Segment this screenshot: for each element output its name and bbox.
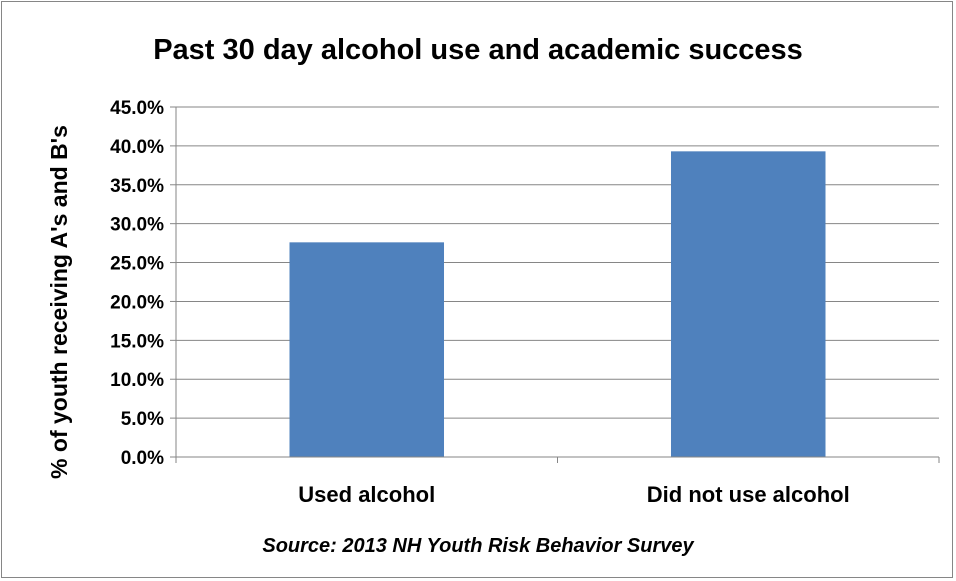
- y-tick-label: 20.0%: [110, 292, 164, 313]
- x-category-labels: Used alcohol Did not use alcohol: [298, 482, 849, 507]
- x-category-label: Used alcohol: [298, 482, 435, 507]
- y-tick-label: 5.0%: [121, 409, 164, 430]
- y-tick-label: 40.0%: [110, 137, 164, 158]
- y-tick-label: 35.0%: [110, 176, 164, 197]
- chart-title: Past 30 day alcohol use and academic suc…: [153, 34, 803, 66]
- y-tick-label: 15.0%: [110, 331, 164, 352]
- y-tick-label: 0.0%: [121, 448, 164, 469]
- bars: [289, 151, 826, 458]
- source-note: Source: 2013 NH Youth Risk Behavior Surv…: [262, 535, 694, 557]
- axes: [175, 107, 940, 463]
- bar: [289, 242, 445, 457]
- x-category-label: Did not use alcohol: [647, 482, 850, 507]
- y-tick-label: 25.0%: [110, 254, 164, 275]
- bar: [670, 151, 826, 458]
- y-tick-label: 30.0%: [110, 215, 164, 236]
- y-axis-label: % of youth receiving A's and B's: [46, 125, 72, 479]
- y-tick-label: 45.0%: [110, 98, 164, 119]
- y-tick-label: 10.0%: [110, 370, 164, 391]
- y-tick-labels: 0.0% 5.0% 10.0% 15.0% 20.0% 25.0% 30.0% 35.0% 40…: [110, 98, 164, 469]
